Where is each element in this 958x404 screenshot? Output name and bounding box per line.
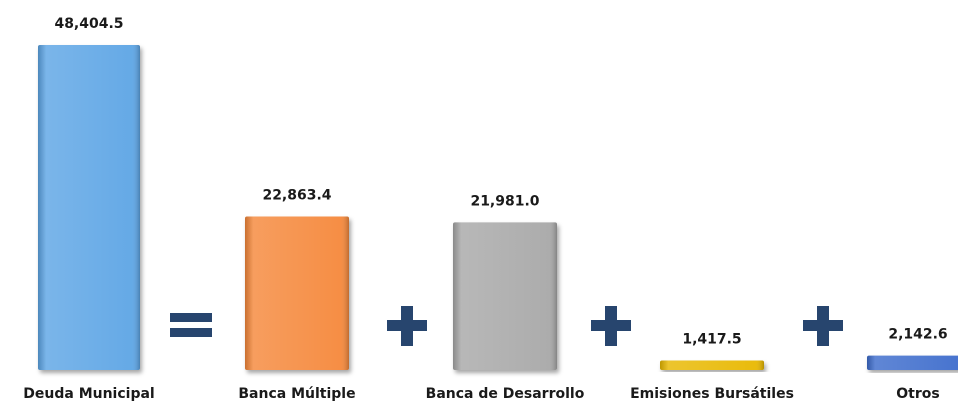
category-label-emisiones-bursatiles: Emisiones Bursátiles	[630, 386, 794, 402]
value-label-banca-de-desarrollo: 21,981.0	[470, 193, 539, 209]
plus-sign-icon	[387, 306, 427, 346]
plus-sign-icon	[803, 306, 843, 346]
bar-emisiones-bursatiles	[660, 360, 764, 370]
plus-sign-icon	[591, 306, 631, 346]
category-labels: Deuda Municipal Banca Múltiple Banca de …	[23, 386, 939, 402]
value-label-otros: 2,142.6	[888, 327, 947, 343]
value-labels: 48,404.5 22,863.4 21,981.0 1,417.5 2,142…	[54, 16, 947, 347]
category-label-otros: Otros	[896, 386, 939, 402]
bar-deuda-municipal	[38, 45, 140, 370]
value-label-emisiones-bursatiles: 1,417.5	[682, 331, 741, 347]
bar-banca-multiple	[245, 216, 349, 370]
category-label-banca-multiple: Banca Múltiple	[238, 386, 355, 402]
equals-sign-icon	[170, 313, 212, 337]
category-label-banca-de-desarrollo: Banca de Desarrollo	[426, 386, 585, 402]
bar-banca-de-desarrollo	[453, 222, 557, 370]
bars	[38, 45, 958, 370]
category-label-deuda-municipal: Deuda Municipal	[23, 386, 154, 402]
operators	[170, 306, 843, 346]
bar-otros	[867, 355, 958, 370]
value-label-deuda-municipal: 48,404.5	[54, 16, 123, 32]
value-label-banca-multiple: 22,863.4	[262, 187, 331, 203]
